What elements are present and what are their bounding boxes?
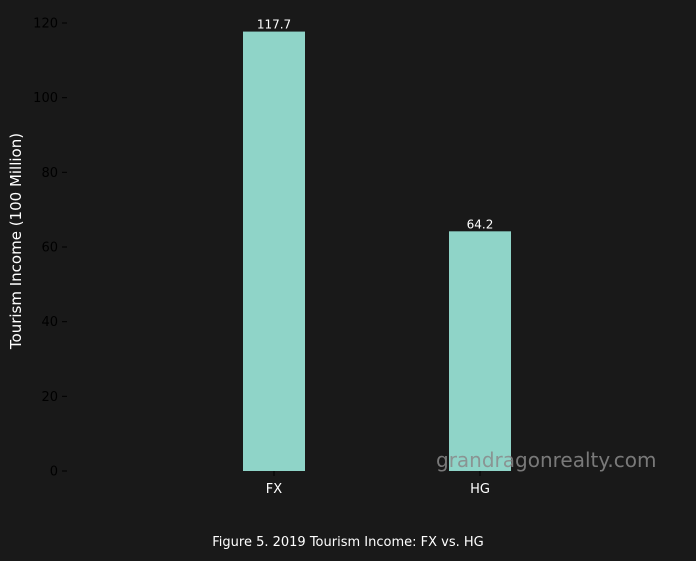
bar-value-label: 117.7 — [257, 18, 291, 32]
figure-caption: Figure 5. 2019 Tourism Income: FX vs. HG — [212, 535, 484, 550]
bar-hg — [449, 231, 511, 471]
y-tick-label: 60 — [41, 241, 58, 256]
bars: 117.7 64.2 — [243, 18, 511, 471]
y-tick-label: 100 — [33, 91, 58, 106]
y-tick-label: 0 — [50, 465, 58, 480]
y-axis: 0 20 40 60 80 100 120 — [33, 17, 67, 480]
bar-value-label: 64.2 — [467, 217, 494, 231]
x-tick-label: HG — [470, 482, 490, 497]
y-tick-label: 120 — [33, 17, 58, 32]
y-tick-label: 80 — [41, 166, 58, 181]
y-tick-label: 20 — [41, 390, 58, 405]
bar-fx — [243, 31, 305, 471]
y-tick-label: 40 — [41, 315, 58, 330]
x-tick-label: FX — [266, 482, 282, 497]
y-axis-label: Tourism Income (100 Million) — [7, 133, 25, 350]
x-axis: FX HG — [266, 471, 490, 497]
watermark: grandragonrealty.com — [436, 448, 657, 472]
